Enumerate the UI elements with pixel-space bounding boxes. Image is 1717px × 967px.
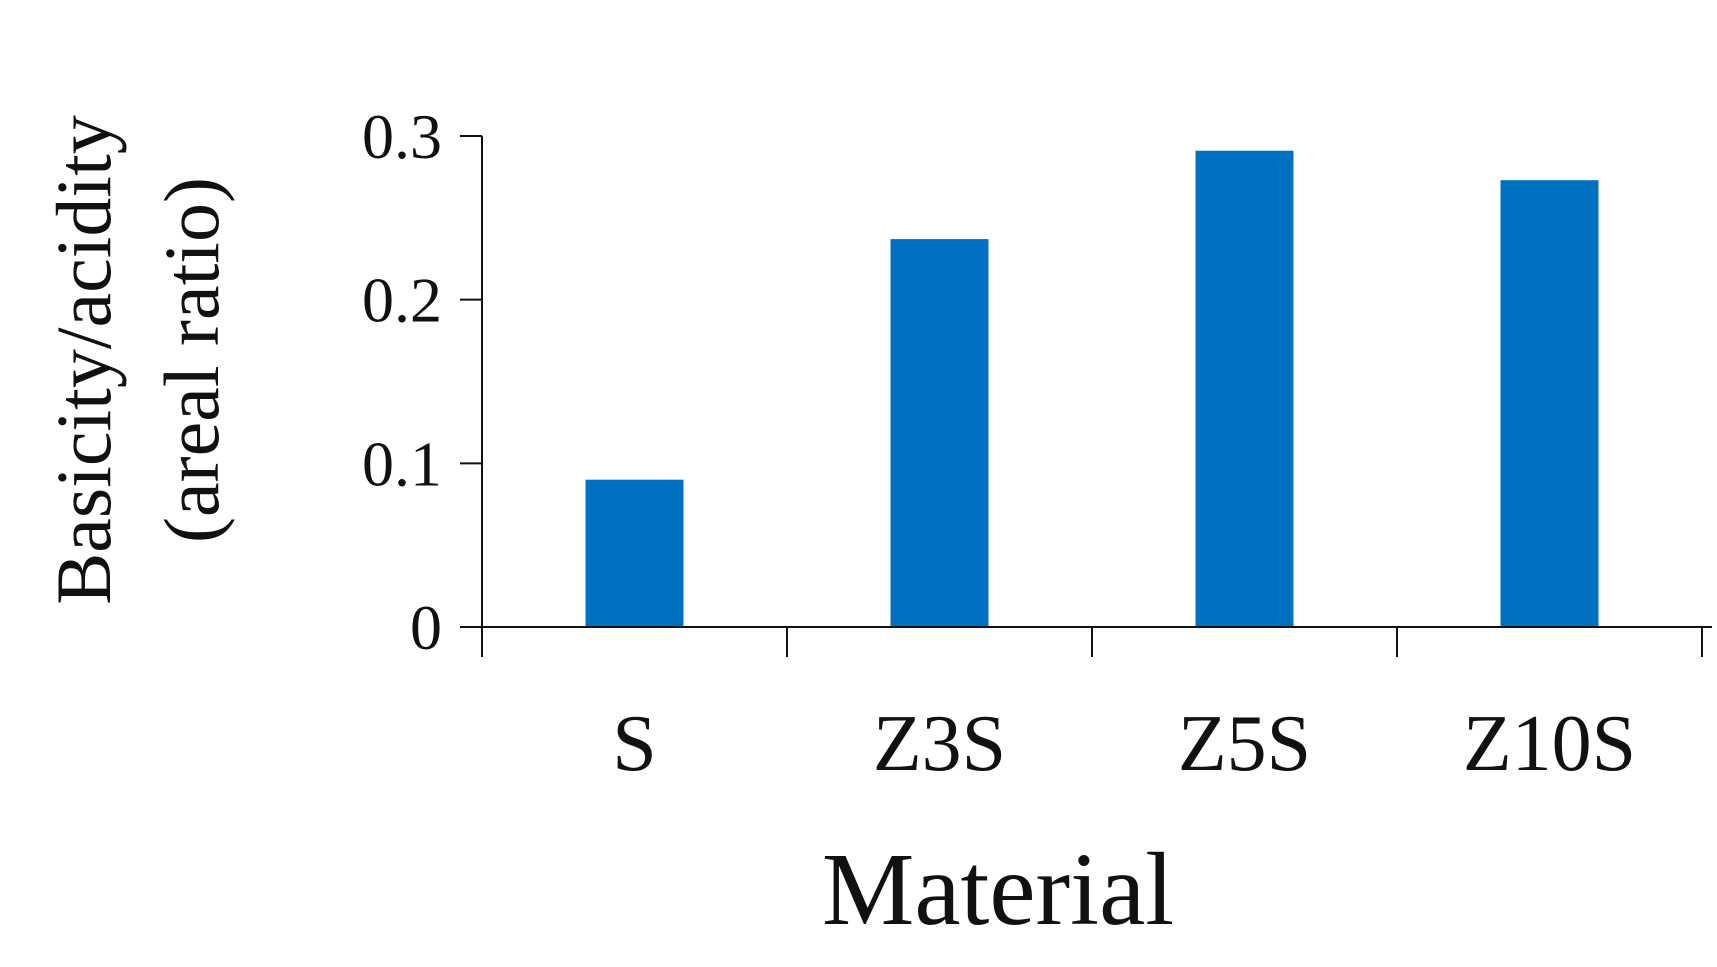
x-axis-title: Material <box>822 832 1174 947</box>
x-tick-label: Z3S <box>873 700 1006 788</box>
bar-z10s <box>1500 180 1599 627</box>
x-tick-label: Z10S <box>1463 700 1636 788</box>
y-tick-label: 0.2 <box>362 265 442 336</box>
x-axis: S Z3S Z5S Z10S <box>481 626 1712 788</box>
y-axis-title: Basicity/acidity (areal ratio) <box>40 115 235 605</box>
y-axis: 0 0.1 0.2 0.3 <box>362 101 483 663</box>
y-tick-label: 0.1 <box>362 428 442 499</box>
bar-z5s <box>1195 150 1294 628</box>
bars <box>585 150 1599 628</box>
y-tick-label: 0 <box>410 592 442 663</box>
y-axis-title-line-2: (areal ratio) <box>148 177 235 543</box>
x-tick-label: Z5S <box>1178 700 1311 788</box>
x-tick-label: S <box>612 700 657 788</box>
bar-s <box>585 479 684 627</box>
y-axis-title-line-1: Basicity/acidity <box>40 115 127 605</box>
bar-z3s <box>890 239 989 628</box>
y-tick-label: 0.3 <box>362 101 442 172</box>
